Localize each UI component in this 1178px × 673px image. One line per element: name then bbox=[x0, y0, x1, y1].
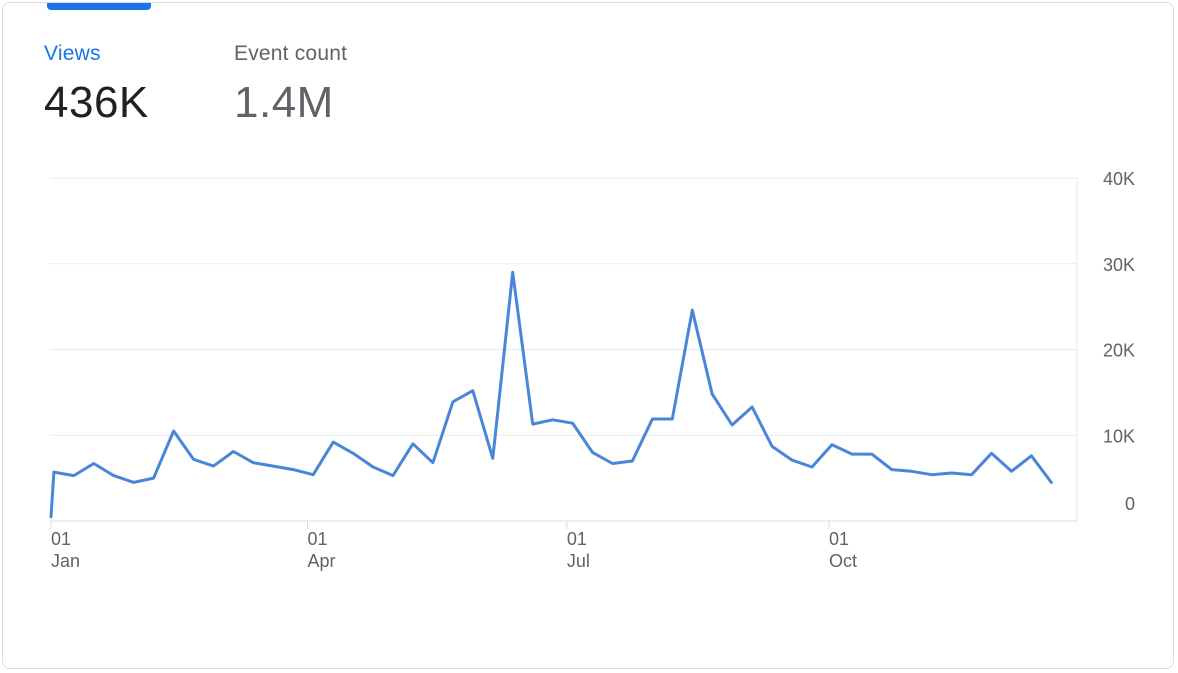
metric-label-event-count: Event count bbox=[234, 42, 348, 65]
y-tick-label: 10K bbox=[1103, 426, 1135, 446]
x-tick-label-day: 01 bbox=[829, 529, 849, 549]
metric-tab-event-count[interactable]: Event count 1.4M bbox=[234, 41, 347, 129]
y-tick-label: 0 bbox=[1125, 494, 1135, 514]
metric-label-views: Views bbox=[44, 42, 101, 65]
x-tick-label-day: 01 bbox=[308, 529, 328, 549]
x-tick-label-day: 01 bbox=[51, 529, 71, 549]
x-tick-label-month: Jul bbox=[567, 551, 590, 571]
y-tick-label: 30K bbox=[1103, 255, 1135, 275]
metric-value-views: 436K bbox=[44, 78, 149, 127]
x-tick-label-month: Oct bbox=[829, 551, 857, 571]
y-tick-label: 20K bbox=[1103, 341, 1135, 361]
metric-tab-views[interactable]: Views 436K bbox=[44, 41, 149, 129]
x-tick-label-month: Jan bbox=[51, 551, 80, 571]
x-tick-label-month: Apr bbox=[308, 551, 336, 571]
metric-value-event-count: 1.4M bbox=[234, 78, 334, 127]
x-tick-label-day: 01 bbox=[567, 529, 587, 549]
views-series-line bbox=[49, 270, 1053, 519]
y-tick-label: 40K bbox=[1103, 169, 1135, 189]
selected-tab-indicator bbox=[47, 3, 151, 10]
